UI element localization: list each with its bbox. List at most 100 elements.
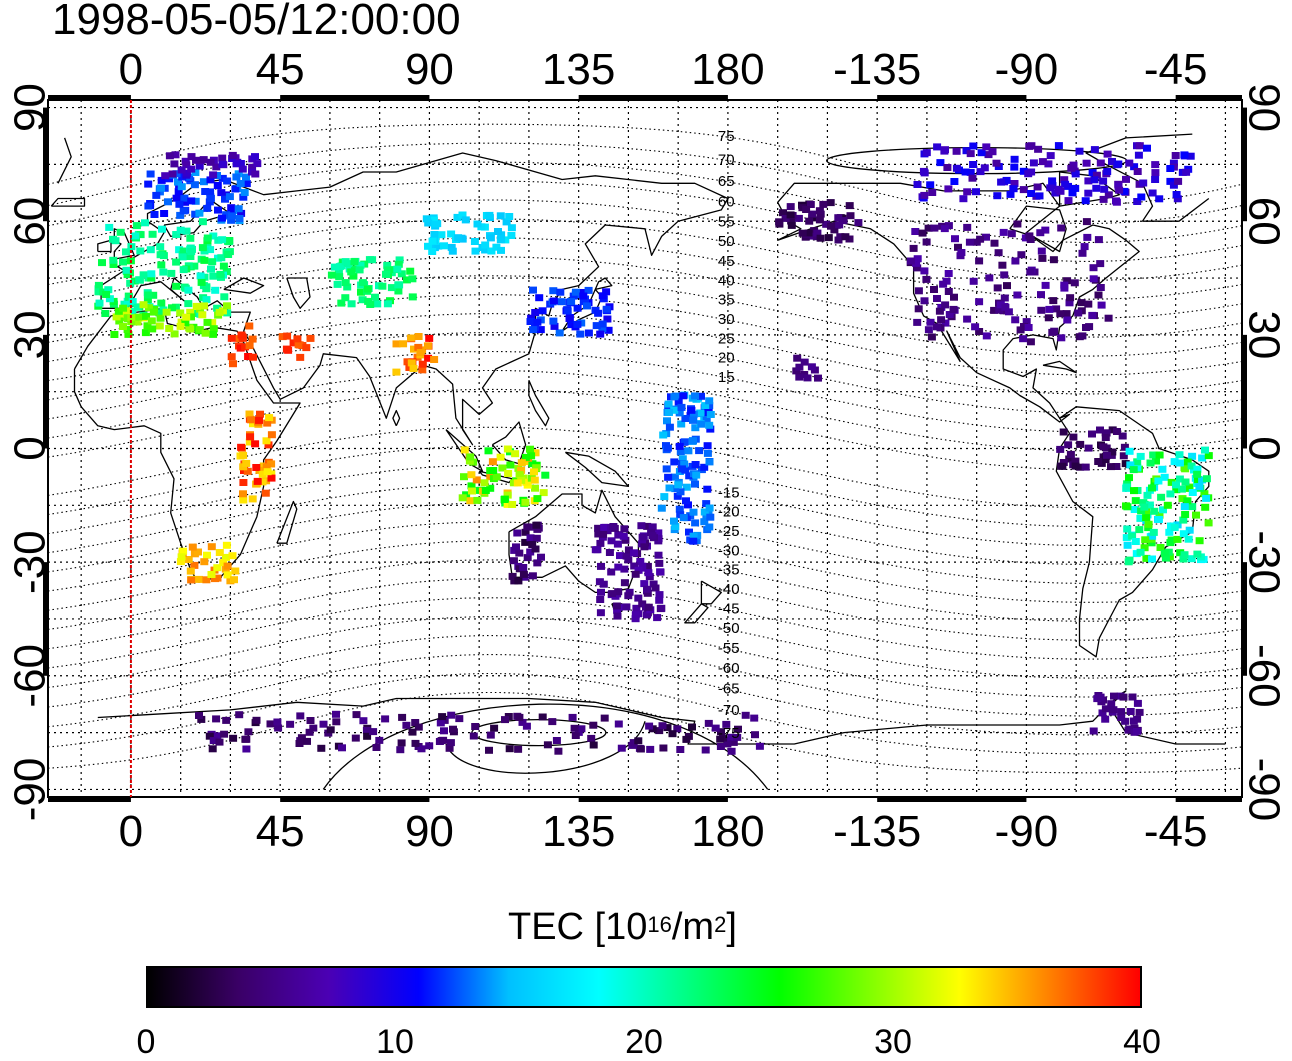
tec-point bbox=[1096, 693, 1105, 701]
tec-point bbox=[638, 533, 647, 541]
tec-point bbox=[208, 258, 217, 266]
tec-point bbox=[231, 567, 240, 575]
left-lat-tick-label: 60 bbox=[6, 197, 55, 246]
tec-point bbox=[468, 487, 476, 495]
coastlines bbox=[50, 133, 1226, 745]
tec-point bbox=[132, 222, 141, 230]
tec-point bbox=[1172, 481, 1180, 489]
tec-point bbox=[94, 281, 103, 289]
tec-point bbox=[396, 746, 405, 754]
tec-point bbox=[529, 326, 538, 334]
tec-point bbox=[136, 247, 145, 255]
tec-point bbox=[594, 309, 603, 317]
tec-point bbox=[227, 353, 236, 361]
tec-point bbox=[223, 177, 232, 185]
tec-point bbox=[1179, 516, 1188, 524]
tec-point bbox=[1142, 514, 1151, 522]
tec-point bbox=[245, 322, 254, 330]
tec-point bbox=[209, 737, 218, 745]
tec-point bbox=[941, 301, 950, 309]
tec-point bbox=[124, 293, 133, 301]
tec-point bbox=[347, 268, 356, 276]
tec-point bbox=[636, 557, 645, 565]
tec-point bbox=[1115, 186, 1124, 194]
tec-point bbox=[416, 349, 425, 356]
tec-point bbox=[229, 734, 238, 742]
tec-point bbox=[543, 741, 552, 749]
tec-point bbox=[1181, 511, 1190, 518]
tec-point bbox=[332, 718, 341, 726]
tec-point bbox=[1104, 314, 1113, 322]
tec-point bbox=[962, 147, 971, 155]
tec-point bbox=[144, 291, 153, 299]
tec-point bbox=[1193, 470, 1202, 478]
tec-point bbox=[157, 299, 166, 307]
tec-point bbox=[1085, 323, 1094, 331]
tec-point bbox=[489, 467, 498, 474]
tec-point bbox=[589, 741, 598, 749]
tec-point bbox=[968, 174, 977, 182]
tec-point bbox=[501, 236, 510, 244]
magnetic-latitude-label: 70 bbox=[718, 152, 735, 169]
tec-point bbox=[397, 739, 406, 747]
tec-point bbox=[822, 220, 831, 228]
tec-point bbox=[402, 721, 411, 729]
tec-point bbox=[453, 213, 462, 221]
tec-point bbox=[302, 344, 311, 352]
tec-point bbox=[330, 263, 339, 271]
tec-point bbox=[614, 563, 623, 571]
tec-point bbox=[787, 221, 796, 229]
tec-point bbox=[405, 364, 414, 371]
tec-point bbox=[1066, 294, 1075, 302]
tec-point bbox=[191, 169, 200, 176]
tec-point bbox=[1090, 176, 1099, 184]
tec-point bbox=[146, 170, 155, 178]
tec-point bbox=[485, 211, 494, 219]
bottom-lon-tick-label: 45 bbox=[256, 807, 305, 856]
tec-point bbox=[600, 714, 609, 722]
tec-point bbox=[531, 449, 540, 457]
tec-point bbox=[480, 479, 489, 487]
tec-point bbox=[224, 251, 233, 258]
tec-point bbox=[497, 236, 506, 244]
tec-point bbox=[418, 360, 427, 368]
tec-point bbox=[1081, 463, 1090, 471]
tec-point bbox=[1096, 159, 1105, 167]
tec-point bbox=[1179, 530, 1188, 538]
tec-point bbox=[996, 301, 1005, 309]
tec-point bbox=[793, 354, 802, 362]
tec-point bbox=[200, 256, 209, 264]
tec-point bbox=[1112, 463, 1121, 470]
tec-point bbox=[273, 718, 282, 726]
tec-point bbox=[1007, 230, 1016, 238]
tec-point bbox=[691, 461, 700, 468]
tec-point bbox=[1148, 555, 1156, 563]
tec-point bbox=[722, 720, 731, 728]
tec-point bbox=[682, 483, 691, 491]
tec-point bbox=[455, 715, 464, 723]
tec-point bbox=[751, 731, 759, 739]
tec-point bbox=[1152, 457, 1160, 465]
tec-point bbox=[608, 590, 617, 598]
tec-point bbox=[1122, 502, 1130, 510]
tec-point bbox=[293, 335, 302, 343]
tec-point bbox=[594, 530, 603, 538]
tec-point bbox=[466, 453, 475, 461]
tec-point bbox=[616, 552, 624, 560]
tec-point bbox=[806, 201, 815, 208]
tec-point bbox=[658, 722, 667, 730]
tec-point bbox=[242, 735, 251, 743]
tec-point bbox=[930, 224, 939, 232]
tec-point bbox=[461, 216, 470, 224]
tec-point bbox=[296, 353, 305, 361]
tec-point bbox=[217, 254, 226, 262]
tec-point bbox=[1090, 146, 1099, 154]
tec-point bbox=[383, 261, 392, 269]
tec-point bbox=[1154, 477, 1163, 485]
tec-point bbox=[485, 746, 493, 754]
colorbar-title: TEC [1016/m2] bbox=[508, 906, 737, 948]
tec-point bbox=[394, 260, 403, 268]
tec-point bbox=[943, 164, 952, 171]
tec-point bbox=[208, 319, 217, 327]
tec-point bbox=[149, 291, 158, 299]
